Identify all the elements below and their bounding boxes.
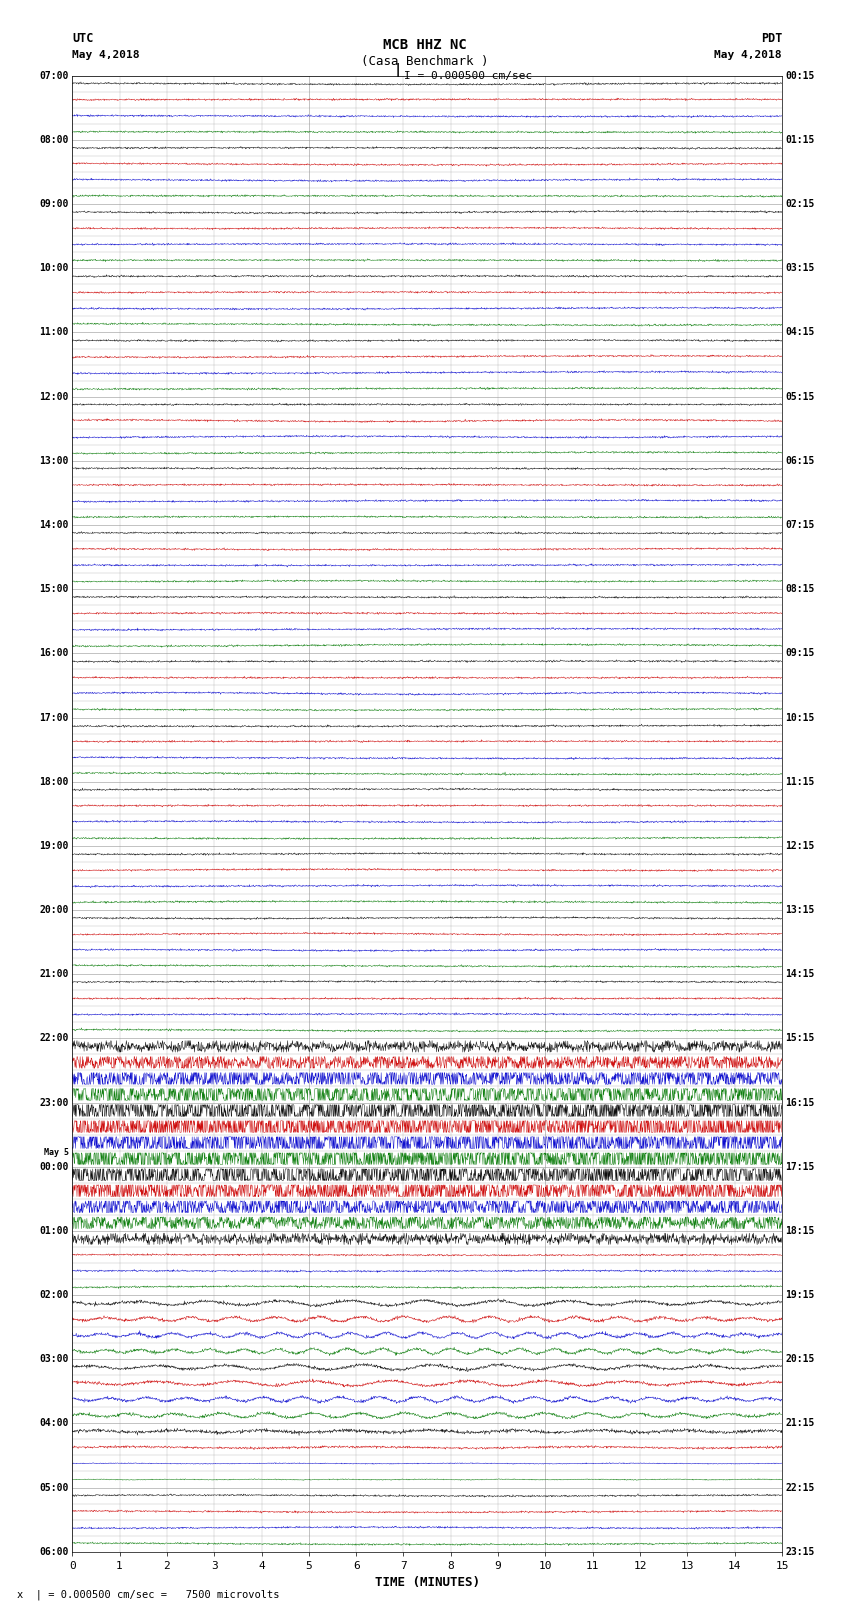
Text: 06:15: 06:15 xyxy=(785,456,815,466)
Text: 11:15: 11:15 xyxy=(785,777,815,787)
Text: 12:15: 12:15 xyxy=(785,840,815,850)
Text: 21:15: 21:15 xyxy=(785,1418,815,1429)
Text: 19:00: 19:00 xyxy=(39,840,69,850)
Text: 02:15: 02:15 xyxy=(785,198,815,210)
X-axis label: TIME (MINUTES): TIME (MINUTES) xyxy=(375,1576,479,1589)
Text: 17:15: 17:15 xyxy=(785,1161,815,1171)
Text: 14:15: 14:15 xyxy=(785,969,815,979)
Text: 20:00: 20:00 xyxy=(39,905,69,915)
Text: 22:00: 22:00 xyxy=(39,1034,69,1044)
Text: (Casa Benchmark ): (Casa Benchmark ) xyxy=(361,55,489,68)
Text: 01:00: 01:00 xyxy=(39,1226,69,1236)
Text: 00:00: 00:00 xyxy=(39,1161,69,1171)
Text: 23:15: 23:15 xyxy=(785,1547,815,1557)
Text: 07:15: 07:15 xyxy=(785,519,815,531)
Text: 15:00: 15:00 xyxy=(39,584,69,594)
Text: 05:00: 05:00 xyxy=(39,1482,69,1492)
Text: 19:15: 19:15 xyxy=(785,1290,815,1300)
Text: May 5: May 5 xyxy=(43,1148,69,1157)
Text: 11:00: 11:00 xyxy=(39,327,69,337)
Text: May 4,2018: May 4,2018 xyxy=(72,50,139,60)
Text: UTC: UTC xyxy=(72,32,94,45)
Text: 15:15: 15:15 xyxy=(785,1034,815,1044)
Text: PDT: PDT xyxy=(761,32,782,45)
Text: 20:15: 20:15 xyxy=(785,1355,815,1365)
Text: 22:15: 22:15 xyxy=(785,1482,815,1492)
Text: 16:15: 16:15 xyxy=(785,1097,815,1108)
Text: 05:15: 05:15 xyxy=(785,392,815,402)
Text: MCB HHZ NC: MCB HHZ NC xyxy=(383,37,467,52)
Text: 16:00: 16:00 xyxy=(39,648,69,658)
Text: 06:00: 06:00 xyxy=(39,1547,69,1557)
Text: 04:00: 04:00 xyxy=(39,1418,69,1429)
Text: 13:15: 13:15 xyxy=(785,905,815,915)
Text: 17:00: 17:00 xyxy=(39,713,69,723)
Text: 10:00: 10:00 xyxy=(39,263,69,273)
Text: 12:00: 12:00 xyxy=(39,392,69,402)
Text: 09:15: 09:15 xyxy=(785,648,815,658)
Text: 08:15: 08:15 xyxy=(785,584,815,594)
Text: May 4,2018: May 4,2018 xyxy=(715,50,782,60)
Text: 03:00: 03:00 xyxy=(39,1355,69,1365)
Text: 09:00: 09:00 xyxy=(39,198,69,210)
Text: 13:00: 13:00 xyxy=(39,456,69,466)
Text: 01:15: 01:15 xyxy=(785,135,815,145)
Text: 23:00: 23:00 xyxy=(39,1097,69,1108)
Text: 08:00: 08:00 xyxy=(39,135,69,145)
Text: I = 0.000500 cm/sec: I = 0.000500 cm/sec xyxy=(404,71,532,81)
Text: 07:00: 07:00 xyxy=(39,71,69,81)
Text: x  | = 0.000500 cm/sec =   7500 microvolts: x | = 0.000500 cm/sec = 7500 microvolts xyxy=(17,1589,280,1600)
Text: 02:00: 02:00 xyxy=(39,1290,69,1300)
Text: 03:15: 03:15 xyxy=(785,263,815,273)
Text: |: | xyxy=(394,63,402,77)
Text: 10:15: 10:15 xyxy=(785,713,815,723)
Text: 04:15: 04:15 xyxy=(785,327,815,337)
Text: 18:00: 18:00 xyxy=(39,777,69,787)
Text: 00:15: 00:15 xyxy=(785,71,815,81)
Text: 21:00: 21:00 xyxy=(39,969,69,979)
Text: 18:15: 18:15 xyxy=(785,1226,815,1236)
Text: 14:00: 14:00 xyxy=(39,519,69,531)
